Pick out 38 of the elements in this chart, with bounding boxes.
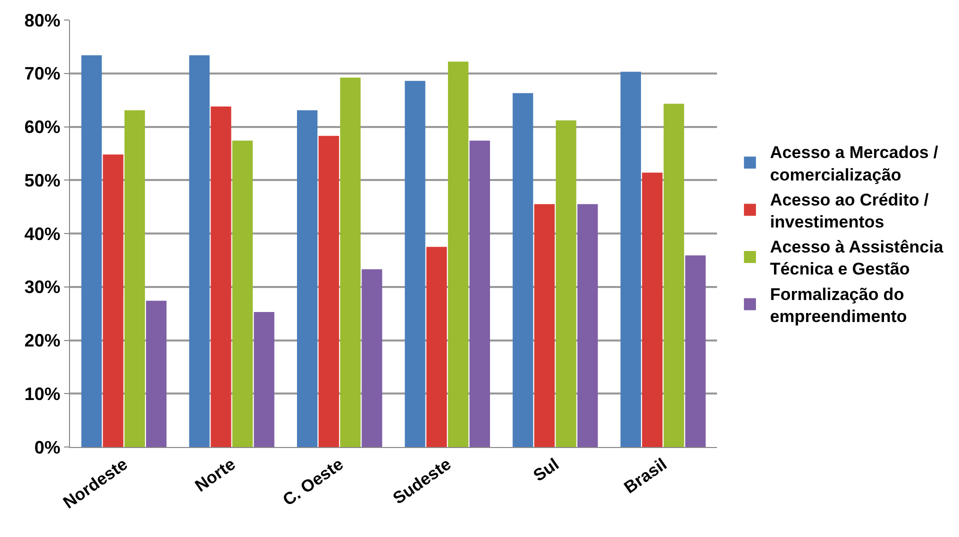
y-tick-label: 70% [24,64,60,84]
bar [685,255,706,447]
bar [318,136,340,447]
bar [146,300,167,447]
bar [102,154,124,447]
y-tick-label: 50% [24,170,60,190]
legend-label: Acesso ao Crédito / investimentos [770,190,929,232]
bar [404,80,426,447]
legend-label: Acesso a Mercados / comercialização [770,143,938,184]
bar [620,72,641,447]
y-tick-label: 30% [24,277,60,298]
bar [426,246,447,447]
bar [512,93,534,447]
bar [340,78,361,447]
x-tick-label: Sul [530,454,562,486]
y-tick-label: 60% [24,117,60,138]
bar [210,106,232,447]
bar [448,62,468,447]
bar [254,312,274,447]
bar [362,269,382,447]
y-tick-label: 80% [24,10,60,30]
legend-label: Formalização do empreendimento [770,284,907,326]
bar [470,140,490,447]
bar [642,172,663,447]
bar [232,140,253,447]
y-tick-label: 10% [24,384,60,404]
y-tick-label: 0% [34,437,60,458]
bar [577,204,598,447]
bar [124,110,145,447]
bar [81,55,102,447]
bar [189,55,210,447]
bar [664,104,684,447]
y-tick-label: 40% [24,224,60,244]
bar [556,120,576,447]
bar [296,110,318,447]
legend-label: Acesso à Assistência Técnica e Gestão [770,238,944,279]
bar [534,204,555,447]
y-tick-label: 20% [24,330,60,351]
